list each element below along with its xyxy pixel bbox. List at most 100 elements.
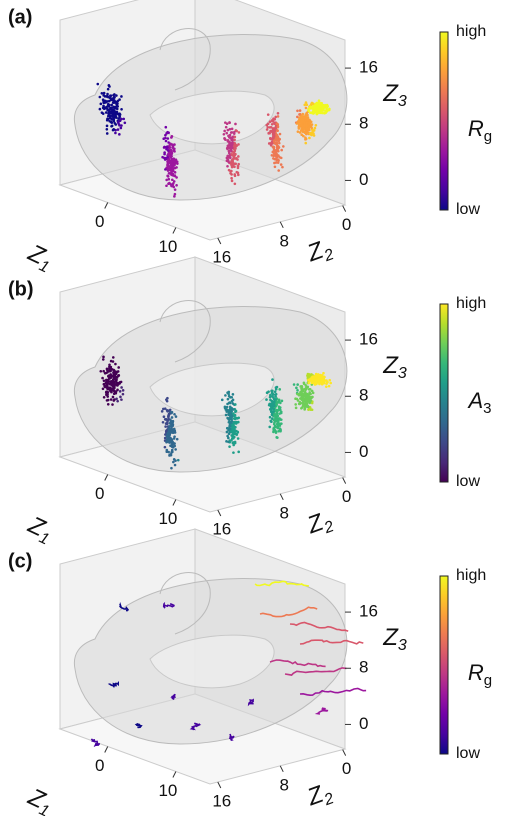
point — [168, 408, 172, 412]
point — [111, 97, 114, 101]
point — [237, 131, 241, 134]
point — [299, 121, 303, 125]
point — [108, 365, 111, 368]
z-axis-label-sub: 3 — [398, 365, 407, 382]
colorbar-label-sub: 3 — [483, 400, 491, 417]
point — [231, 402, 235, 405]
point — [294, 403, 297, 406]
trajectory — [170, 693, 177, 700]
point — [308, 121, 311, 125]
point — [273, 149, 277, 153]
point — [274, 126, 278, 130]
point — [300, 118, 303, 121]
point — [270, 395, 274, 398]
point — [268, 402, 271, 406]
point — [113, 113, 116, 116]
point — [226, 139, 230, 142]
point — [233, 173, 237, 176]
point — [165, 450, 169, 453]
point — [121, 392, 125, 396]
point — [173, 188, 177, 191]
point — [233, 165, 236, 169]
point — [280, 399, 284, 403]
point — [226, 158, 230, 162]
point — [166, 163, 169, 167]
point — [312, 134, 316, 137]
point — [272, 430, 275, 434]
point — [319, 105, 322, 108]
trajectory — [269, 659, 326, 668]
point — [119, 126, 123, 130]
point — [173, 147, 176, 151]
point — [269, 129, 272, 133]
point — [237, 450, 240, 454]
point — [275, 401, 279, 404]
point — [168, 155, 172, 158]
point — [164, 425, 167, 428]
y-axis-label: Z2 — [303, 778, 336, 815]
point — [302, 127, 306, 130]
point — [309, 111, 312, 115]
point — [120, 398, 123, 401]
point — [275, 138, 279, 142]
point — [225, 430, 229, 434]
point — [275, 412, 279, 416]
point — [167, 430, 171, 433]
point — [231, 398, 235, 402]
point — [228, 418, 231, 422]
colorbar-low: low — [456, 201, 480, 218]
y-tick-label: 16 — [212, 791, 231, 810]
point — [108, 116, 112, 120]
z-axis-label: Z3 — [382, 624, 407, 654]
point — [170, 171, 173, 174]
point — [232, 435, 236, 439]
point — [96, 82, 100, 86]
point — [163, 445, 167, 449]
point — [176, 162, 179, 165]
point — [167, 149, 170, 152]
point — [224, 413, 228, 417]
point — [175, 160, 179, 164]
point — [274, 161, 278, 164]
colorbar-label-main: R — [468, 116, 484, 141]
point — [109, 376, 112, 380]
point — [265, 128, 269, 131]
point — [269, 419, 273, 423]
trajectory — [299, 639, 364, 645]
point — [106, 108, 109, 112]
point — [311, 130, 314, 133]
point — [228, 412, 232, 416]
point — [169, 162, 172, 165]
x-tick — [104, 474, 109, 481]
point — [270, 153, 274, 157]
point — [304, 384, 308, 387]
point — [110, 118, 114, 121]
point — [310, 123, 314, 126]
point — [227, 428, 230, 432]
point — [171, 144, 175, 148]
point — [307, 378, 310, 382]
point — [114, 390, 118, 393]
manifold-hole — [149, 90, 275, 145]
point — [297, 119, 300, 123]
point — [223, 129, 226, 133]
point — [229, 131, 233, 134]
x-tick — [104, 746, 109, 753]
point — [275, 143, 279, 147]
point — [166, 137, 170, 140]
point — [225, 426, 229, 430]
point — [301, 112, 305, 116]
point — [323, 379, 326, 383]
point — [173, 166, 177, 170]
point — [106, 395, 110, 398]
point — [269, 142, 273, 145]
colorbar-label: Rg — [468, 660, 492, 689]
point — [164, 136, 167, 140]
point — [117, 382, 120, 386]
point — [228, 127, 232, 131]
point — [116, 370, 120, 373]
point — [163, 151, 166, 154]
point — [308, 400, 312, 404]
manifold-hole — [149, 362, 275, 417]
z-tick-label: 8 — [359, 386, 368, 405]
